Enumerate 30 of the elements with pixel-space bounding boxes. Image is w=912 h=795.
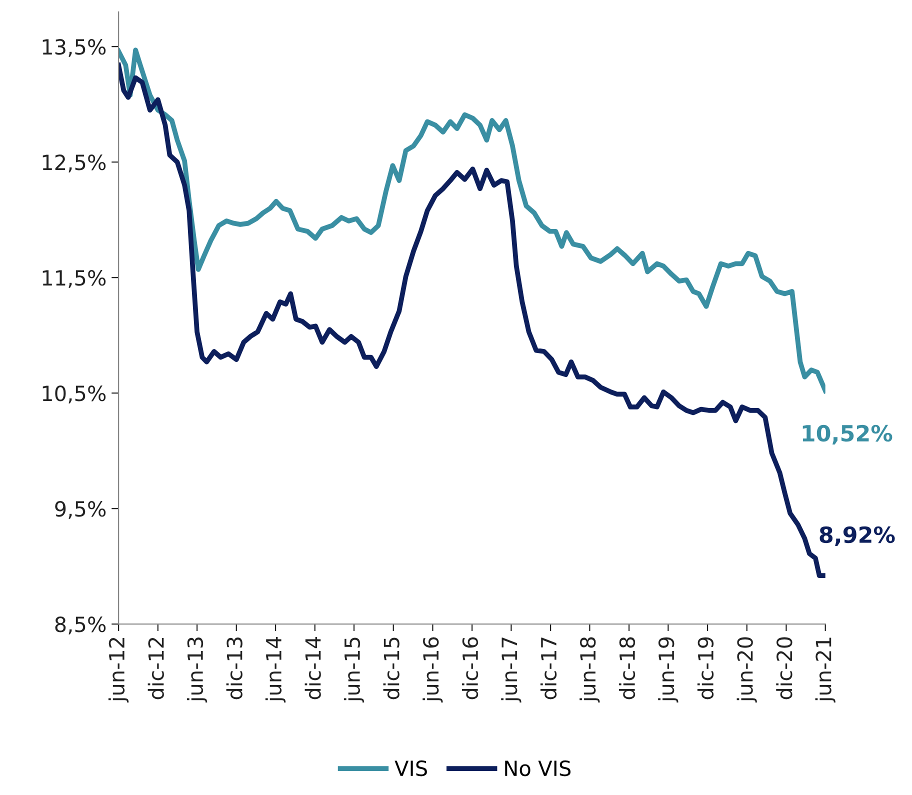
y-tick-label: 11,5% — [42, 270, 106, 288]
y-tick-label: 8,5% — [55, 616, 106, 634]
x-tick-label: dic-18 — [618, 637, 636, 700]
y-tick-label: 12,5% — [42, 154, 106, 172]
legend-label: VIS — [394, 760, 427, 776]
x-tick-label: jun-15 — [344, 638, 364, 702]
x-tick-label: dic-20 — [776, 637, 792, 700]
annotation: 10,52% — [802, 424, 892, 444]
x-tick-label: jun-17 — [501, 638, 522, 702]
x-tick-label: dic-14 — [304, 637, 321, 700]
x-tick-label: jun-19 — [658, 637, 678, 702]
legend-label: No VIS — [505, 760, 571, 776]
x-tick-label: jun-14 — [265, 637, 286, 702]
x-tick-label: dic-15 — [383, 638, 400, 700]
annotation: 8,92% — [820, 526, 895, 546]
x-tick-label: jun-16 — [422, 637, 443, 702]
x-tick-label: dic-13 — [226, 638, 242, 700]
y-tick-label: 9,5% — [55, 501, 106, 519]
x-tick-label: dic-19 — [697, 637, 714, 700]
x-tick-label: jun-13 — [186, 638, 208, 702]
x-tick-label: dic-12 — [148, 638, 164, 700]
y-tick-label: 13,5% — [42, 39, 106, 57]
x-tick-label: dic-17 — [540, 638, 557, 700]
x-tick-label: jun-18 — [580, 637, 600, 702]
x-tick-label: jun-21 — [815, 638, 836, 702]
y-tick-label: 10,5% — [42, 386, 106, 404]
x-tick-label: jun-12 — [108, 638, 129, 702]
x-tick-label: dic-16 — [462, 637, 478, 700]
x-tick-label: jun-20 — [736, 637, 757, 702]
line-series — [118, 48, 826, 394]
